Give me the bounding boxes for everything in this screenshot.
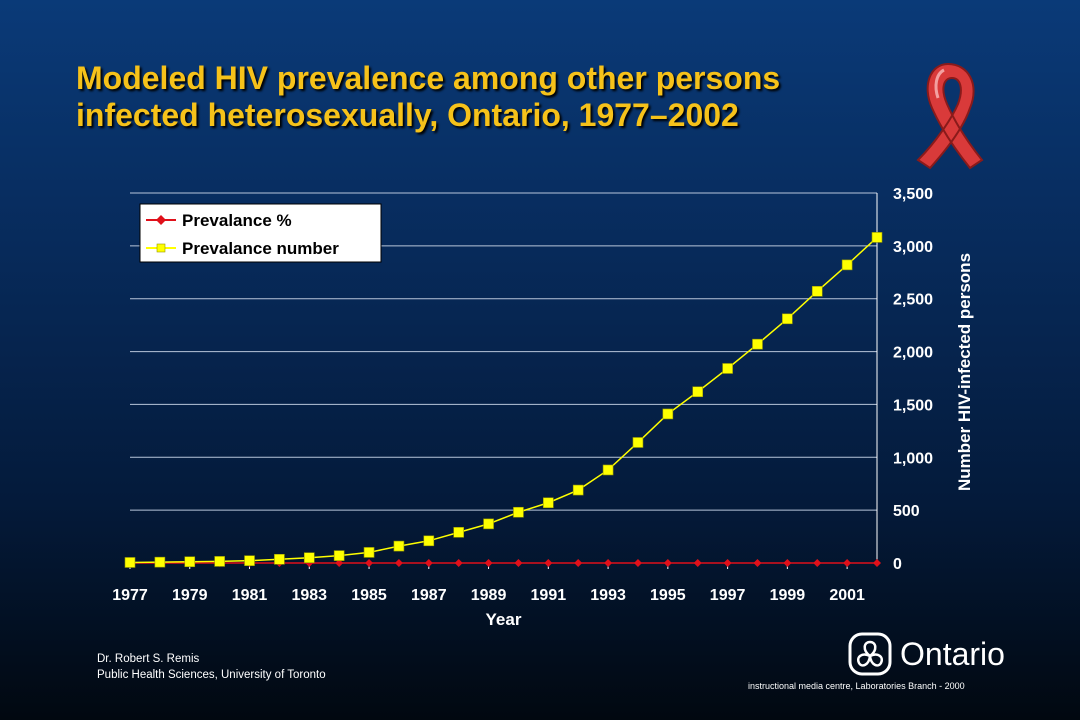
x-axis-label: Year xyxy=(486,610,522,629)
data-point xyxy=(335,559,344,567)
y-tick-label: 2,000 xyxy=(893,345,933,362)
x-tick-label: 1983 xyxy=(291,587,327,604)
data-point xyxy=(214,556,225,567)
series-line-1 xyxy=(129,236,878,564)
title-line-1: Modeled HIV prevalence among other perso… xyxy=(76,60,781,96)
y-axis-label: Number HIV-infected persons xyxy=(955,253,974,491)
data-point xyxy=(572,484,584,496)
data-point xyxy=(484,559,493,567)
ontario-logo: Ontario xyxy=(848,628,1023,678)
data-point xyxy=(154,556,166,568)
red-ribbon-icon xyxy=(916,62,984,170)
data-point xyxy=(394,559,403,567)
data-point xyxy=(843,559,852,567)
data-point xyxy=(423,535,435,547)
x-tick-label: 1995 xyxy=(650,587,686,604)
y-tick-label: 0 xyxy=(893,556,902,573)
x-tick-label: 1981 xyxy=(232,587,268,604)
y-tick-label: 3,000 xyxy=(893,239,933,256)
x-tick-label: 1979 xyxy=(172,587,208,604)
data-point xyxy=(783,559,792,567)
legend-label: Prevalance % xyxy=(182,211,292,230)
data-point xyxy=(752,338,763,350)
data-point xyxy=(424,559,433,567)
data-point xyxy=(871,232,883,243)
x-tick-label: 1999 xyxy=(770,587,806,604)
x-tick-label: 2001 xyxy=(829,587,865,604)
legend-label: Prevalance number xyxy=(182,239,339,258)
data-point xyxy=(604,559,613,567)
data-point xyxy=(602,464,614,476)
data-point xyxy=(244,555,255,566)
data-point xyxy=(632,437,644,448)
legend: Prevalance % Prevalance number xyxy=(139,203,382,263)
data-point xyxy=(274,553,285,565)
data-point xyxy=(333,550,345,561)
production-credit: instructional media centre, Laboratories… xyxy=(748,681,965,691)
data-point xyxy=(692,386,704,398)
legend-marker xyxy=(156,243,166,253)
y-tick-label: 2,500 xyxy=(893,292,933,309)
logo-text: Ontario xyxy=(900,636,1005,672)
data-point xyxy=(454,559,463,567)
data-point xyxy=(483,518,494,530)
data-point xyxy=(393,540,405,552)
author-name: Dr. Robert S. Remis xyxy=(97,653,200,665)
title-line-2: infected heterosexually, Ontario, 1977–2… xyxy=(76,97,739,133)
data-point xyxy=(873,559,881,567)
data-point xyxy=(303,552,315,564)
data-point xyxy=(782,313,793,325)
data-point xyxy=(633,559,642,567)
slide-title: Modeled HIV prevalence among other perso… xyxy=(76,60,780,134)
x-tick-label: 1989 xyxy=(471,587,507,604)
y-tick-label: 500 xyxy=(893,503,920,520)
data-point xyxy=(663,559,672,567)
data-point xyxy=(693,559,702,567)
data-point xyxy=(813,559,822,567)
legend-marker xyxy=(156,215,166,225)
data-point xyxy=(513,506,524,518)
data-point xyxy=(753,559,762,567)
y-tick-label: 3,500 xyxy=(893,186,933,203)
x-tick-label: 1997 xyxy=(710,587,746,604)
data-point xyxy=(722,363,733,374)
data-point xyxy=(543,497,554,509)
legend-box xyxy=(139,203,382,263)
data-point xyxy=(574,559,583,567)
x-tick-label: 1977 xyxy=(112,587,148,604)
data-point xyxy=(544,559,553,567)
data-point xyxy=(811,286,823,297)
y-tick-label: 1,500 xyxy=(893,397,933,414)
ontario-trillium-icon xyxy=(848,632,892,676)
x-tick-label: 1985 xyxy=(351,587,387,604)
data-point xyxy=(124,557,136,568)
x-tick-label: 1991 xyxy=(531,587,567,604)
data-point xyxy=(514,559,523,567)
data-point xyxy=(841,259,853,271)
x-tick-label: 1993 xyxy=(590,587,626,604)
author-credit: Dr. Robert S. Remis Public Health Scienc… xyxy=(97,651,326,683)
data-point xyxy=(662,408,674,420)
data-point xyxy=(184,556,196,568)
x-tick-label: 1987 xyxy=(411,587,447,604)
data-point xyxy=(453,527,464,538)
author-affiliation: Public Health Sciences, University of To… xyxy=(97,669,326,681)
data-point xyxy=(365,559,374,567)
data-point xyxy=(723,559,732,567)
y-tick-label: 1,000 xyxy=(893,450,933,467)
data-point xyxy=(363,547,375,558)
